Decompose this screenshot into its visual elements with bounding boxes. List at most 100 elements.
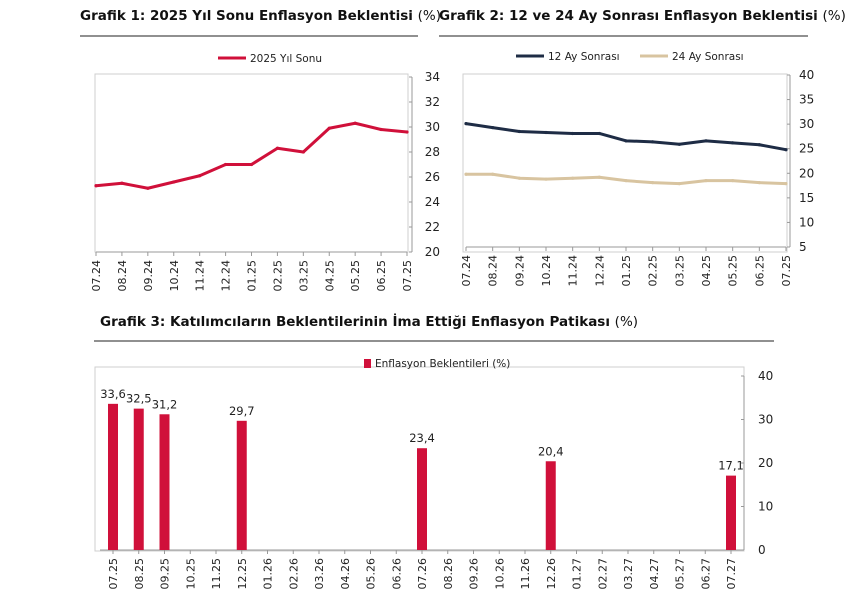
chart3-x-tick-label: 11.26 — [519, 558, 532, 590]
chart2-x-tick-label: 12.24 — [593, 255, 606, 287]
chart1-x-tick-label: 10.24 — [168, 260, 181, 292]
chart3-x-tick-label: 05.26 — [365, 558, 378, 590]
chart2-legend-label-1: 12 Ay Sonrası — [548, 51, 620, 63]
chart3-data-label: 17,1 — [718, 459, 744, 473]
chart2-y-tick-label: 30 — [799, 117, 814, 131]
chart2-x-tick-label: 11.24 — [567, 255, 580, 287]
chart3-x-tick-label: 03.26 — [313, 558, 326, 590]
chart2-x-tick-label: 08.24 — [487, 255, 500, 287]
chart2-series-1-point — [677, 142, 681, 146]
chart1-series-1-point — [249, 162, 254, 167]
chart2-series-2-point — [651, 181, 655, 185]
chart2-series-2-point — [597, 175, 601, 179]
chart2-x-tick-label: 07.25 — [780, 255, 793, 287]
chart2-title-main: Grafik 2: 12 ve 24 Ay Sonrası Enflasyon … — [439, 8, 818, 24]
chart2-series-2-point — [624, 179, 628, 183]
chart1-series-1-point — [172, 180, 176, 184]
chart2-series-2-point — [704, 179, 708, 183]
chart3-x-tick-label: 01.27 — [571, 558, 584, 590]
chart1-x-tick-label: 03.25 — [297, 260, 310, 292]
chart3-x-tick-label: 06.26 — [390, 558, 403, 590]
chart2-y-tick-label: 15 — [799, 191, 814, 205]
chart2-x-tick-label: 03.25 — [673, 255, 686, 287]
chart3-group: 0 10 20 30 40 07.25 08.25 09.25 10.25 11.25 12.25 0… — [94, 358, 773, 590]
chart1-title-main: Grafik 1: 2025 Yıl Sonu Enflasyon Beklen… — [80, 8, 413, 24]
chart3-y-tick-label: 0 — [758, 543, 766, 557]
chart3-legend-label: Enflasyon Beklentileri (%) — [375, 358, 510, 370]
chart2-y-tick-label: 10 — [799, 215, 814, 229]
chart3-title-main: Grafik 3: Katılımcıların Beklentilerinin… — [100, 314, 610, 330]
chart3-x-tick-label: 06.27 — [699, 558, 712, 590]
chart3-bar — [417, 448, 427, 550]
chart2-series-1-point — [544, 130, 548, 135]
chart2-y-tick-label: 25 — [799, 142, 814, 156]
chart1-title-unit: (%) — [417, 8, 441, 24]
chart3-bar — [159, 414, 170, 550]
chart3-bar — [236, 420, 247, 550]
chart1-series-1-point — [275, 146, 280, 150]
chart1-y-tick-label: 28 — [425, 145, 440, 159]
chart1-x-tick-label: 05.25 — [349, 260, 362, 292]
chart2-series-2-point — [571, 176, 575, 180]
chart3-x-tick-label: 08.25 — [133, 558, 146, 590]
chart3-x-tick-label: 10.26 — [493, 558, 506, 590]
chart2-x-tick-label: 05.25 — [727, 255, 740, 287]
chart2-x-tick-label: 01.25 — [620, 255, 633, 287]
chart3-y-tick-label: 30 — [758, 413, 773, 427]
chart2-series-2-point — [464, 172, 468, 176]
chart3-x-tick-label: 03.27 — [622, 558, 635, 590]
chart2-legend-label-2: 24 Ay Sonrası — [672, 51, 744, 63]
chart1-y-tick-label: 30 — [425, 120, 440, 134]
chart2-series-1-point — [651, 140, 655, 144]
chart1-title: Grafik 1: 2025 Yıl Sonu Enflasyon Beklen… — [80, 8, 441, 24]
chart1-y-tick-label: 24 — [425, 195, 440, 209]
chart2-series-1-point — [464, 122, 468, 126]
chart3-x-tick-label: 10.25 — [184, 558, 197, 590]
chart3-data-label: 29,7 — [229, 404, 255, 418]
chart2-series-line-1 — [464, 122, 788, 152]
chart1-series-1-point — [198, 174, 202, 178]
chart2-x-tick-label: 04.25 — [700, 255, 713, 287]
chart3-x-tick-label: 07.25 — [107, 558, 120, 590]
chart1-x-tick-label: 07.25 — [401, 260, 414, 292]
chart3-title-unit: (%) — [614, 314, 639, 330]
chart2-series-2-point — [491, 172, 495, 176]
chart3-x-tick-label: 04.27 — [648, 558, 661, 590]
chart1-x-tick-label: 04.25 — [323, 260, 336, 292]
chart3-bar — [133, 408, 144, 550]
chart2-series-1-point — [624, 139, 628, 143]
chart3-x-tick-label: 12.26 — [545, 558, 558, 590]
chart2-title-unit: (%) — [822, 8, 846, 24]
chart3-bar — [108, 403, 118, 550]
chart3-title: Grafik 3: Katılımcıların Beklentilerinin… — [100, 314, 638, 330]
chart3-data-label: 32,5 — [126, 392, 152, 406]
chart2-series-1-point — [597, 131, 601, 136]
chart2-series-1-point — [704, 139, 708, 143]
chart1-y-tick-label: 20 — [425, 245, 440, 259]
chart1-x-tick-label: 07.24 — [90, 260, 103, 292]
chart3-data-label: 20,4 — [538, 444, 564, 458]
chart1-series-1-point — [146, 186, 150, 190]
chart2-y-tick-label: 35 — [799, 93, 814, 107]
chart2-x-tick-label: 02.25 — [647, 255, 660, 287]
chart1-series-1-point — [94, 184, 98, 188]
chart2-y-tick-label: 5 — [799, 240, 807, 254]
chart3-data-label: 23,4 — [409, 431, 435, 445]
chart2-y-tick-label: 40 — [799, 68, 814, 82]
chart1-series-1-point — [301, 150, 305, 154]
chart2-series-2-point — [731, 179, 735, 183]
chart3-y-tick-label: 10 — [758, 500, 773, 514]
chart3-x-tick-label: 07.27 — [725, 558, 738, 590]
chart3-bar — [726, 475, 736, 550]
chart3-x-tick-label: 07.26 — [416, 558, 429, 590]
chart2-series-2-point — [677, 182, 681, 186]
chart1-series-1-point — [353, 121, 357, 125]
chart3-x-tick-label: 09.25 — [159, 558, 172, 590]
chart3-x-tick-label: 12.25 — [236, 558, 249, 590]
chart1-x-tick-label: 11.24 — [194, 260, 207, 292]
chart3-x-tick-label: 08.26 — [442, 558, 455, 590]
chart2-series-2-point — [784, 182, 788, 186]
chart3-x-tick-label: 04.26 — [339, 558, 352, 590]
chart2-x-tick-label: 06.25 — [753, 255, 766, 287]
